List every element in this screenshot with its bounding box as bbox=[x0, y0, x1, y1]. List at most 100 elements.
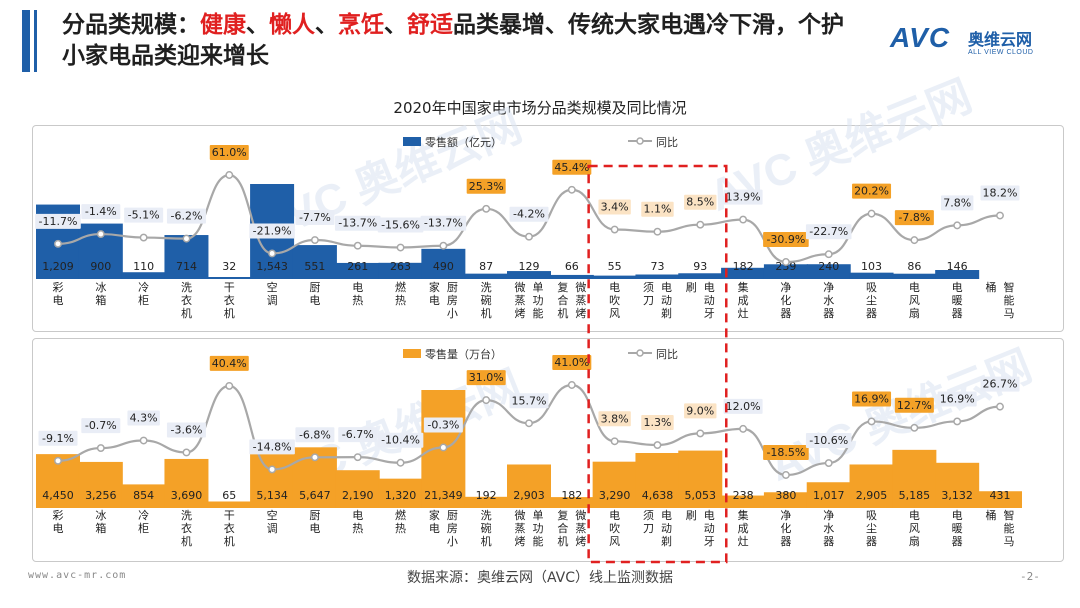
bar-value-label: 239 bbox=[775, 260, 796, 273]
category-tick-label: 暖 bbox=[952, 522, 963, 535]
category-tick-label: 彩 bbox=[53, 509, 64, 522]
category-tick-label: 厨 bbox=[309, 281, 320, 294]
yoy-value-label: 61.0% bbox=[212, 146, 247, 159]
chart-bar bbox=[978, 491, 1022, 508]
category-tick-label: 合 bbox=[557, 521, 568, 535]
bar-value-label: 65 bbox=[222, 489, 236, 502]
yoy-label-bg bbox=[763, 232, 809, 247]
category-tick-label: 吹 bbox=[609, 522, 620, 535]
category-tick-label: 暖 bbox=[952, 294, 963, 307]
yoy-value-label: -10.6% bbox=[809, 434, 848, 447]
category-tick-label: 合 bbox=[557, 293, 568, 307]
page-title: 分品类规模：健康、懒人、烹饪、舒适品类暴增、传统大家电遇冷下滑，个护小家电品类迎… bbox=[62, 12, 844, 69]
yoy-value-label: -6.8% bbox=[299, 428, 331, 441]
yoy-value-label: 26.7% bbox=[983, 378, 1018, 391]
category-tick-label: 机 bbox=[224, 534, 235, 548]
bar-value-label: 2,905 bbox=[856, 489, 888, 502]
bar-value-label: 1,320 bbox=[385, 489, 417, 502]
category-tick-label: 风 bbox=[609, 535, 620, 548]
yoy-value-label: -1.4% bbox=[85, 205, 117, 218]
category-tick-label: 动 bbox=[661, 294, 672, 307]
category-tick-label: 器 bbox=[823, 307, 834, 320]
yoy-point bbox=[996, 211, 1004, 220]
bar-value-label: 21,349 bbox=[424, 489, 463, 502]
yoy-value-label: -9.1% bbox=[42, 432, 74, 445]
legend-bar-swatch bbox=[403, 349, 421, 358]
yoy-value-label: 20.2% bbox=[854, 185, 889, 198]
category-tick-label: 剃 bbox=[661, 307, 672, 320]
bar-value-label: 103 bbox=[861, 260, 882, 273]
yoy-point bbox=[182, 234, 191, 243]
category-tick-label: 集 bbox=[738, 508, 749, 522]
yoy-label-bg bbox=[377, 217, 424, 233]
yoy-value-label: 3.4% bbox=[601, 201, 629, 214]
bar-value-label: 1,543 bbox=[256, 260, 288, 273]
category-tick-label: 须 bbox=[643, 281, 654, 294]
title-accent-bar bbox=[22, 10, 30, 72]
category-tick-label: 衣 bbox=[181, 521, 192, 535]
category-tick-label: 蒸 bbox=[515, 294, 526, 307]
category-tick-label: 单 bbox=[533, 509, 544, 522]
yoy-point bbox=[396, 243, 405, 252]
yoy-value-label: -18.5% bbox=[766, 446, 805, 459]
chart-bar bbox=[806, 264, 851, 279]
category-tick-label: 须 bbox=[643, 509, 654, 522]
category-tick-label: 燃 bbox=[395, 508, 406, 522]
yoy-point bbox=[696, 429, 705, 438]
yoy-label-bg bbox=[38, 430, 78, 446]
bar-value-label: 192 bbox=[476, 489, 497, 502]
category-tick-label: 箱 bbox=[95, 521, 106, 535]
bar-value-label: 182 bbox=[561, 489, 582, 502]
category-tick-label: 衣 bbox=[224, 521, 235, 535]
category-tick-label: 热 bbox=[395, 522, 406, 535]
yoy-point bbox=[54, 239, 62, 248]
yoy-label-bg bbox=[805, 433, 852, 449]
category-tick-label: 吸 bbox=[866, 281, 877, 294]
category-tick-label: 风 bbox=[909, 522, 920, 535]
chart-bar bbox=[592, 275, 637, 279]
yoy-label-bg bbox=[423, 417, 463, 433]
yoy-value-label: 25.3% bbox=[469, 180, 504, 193]
chart-bar bbox=[507, 464, 551, 508]
category-tick-label: 动 bbox=[661, 522, 672, 535]
bar-value-label: 900 bbox=[90, 260, 111, 273]
category-tick-label: 烤 bbox=[515, 306, 526, 320]
bar-value-label: 32 bbox=[222, 260, 236, 273]
yoy-label-bg bbox=[940, 195, 974, 211]
yoy-value-label: 45.4% bbox=[554, 161, 589, 174]
category-tick-label: 灶 bbox=[738, 535, 749, 548]
yoy-value-label: -0.7% bbox=[85, 419, 117, 432]
yoy-value-label: 15.7% bbox=[512, 394, 547, 407]
category-tick-label: 蒸 bbox=[575, 522, 586, 535]
yoy-value-label: -22.7% bbox=[809, 225, 848, 238]
yoy-label-bg bbox=[684, 194, 717, 210]
yoy-point bbox=[867, 417, 876, 426]
category-tick-label: 器 bbox=[866, 307, 877, 320]
category-tick-label: 单 bbox=[533, 281, 544, 294]
yoy-value-label: -14.8% bbox=[253, 440, 292, 453]
title-accent-bar-thin bbox=[34, 10, 37, 72]
bar-value-label: 240 bbox=[818, 260, 839, 273]
yoy-point bbox=[996, 402, 1004, 411]
category-tick-label: 电 bbox=[952, 281, 963, 294]
yoy-label-bg bbox=[377, 432, 424, 448]
category-tick-label: 冰 bbox=[95, 509, 106, 522]
category-tick-label: 调 bbox=[267, 522, 278, 535]
category-tick-label: 能 bbox=[1004, 293, 1015, 307]
yoy-value-label: -30.9% bbox=[766, 233, 805, 246]
yoy-value-label: -15.6% bbox=[381, 219, 420, 232]
bar-value-label: 238 bbox=[733, 489, 754, 502]
yoy-value-label: 1.3% bbox=[643, 416, 671, 429]
category-tick-label: 衣 bbox=[224, 293, 235, 307]
yoy-value-label: 9.0% bbox=[686, 404, 714, 417]
logo-cn-text: 奥维云网 bbox=[968, 30, 1033, 49]
yoy-point bbox=[525, 232, 533, 241]
chart-bar bbox=[378, 478, 423, 508]
category-tick-label: 桶 bbox=[986, 508, 997, 522]
bar-value-label: 5,053 bbox=[685, 489, 717, 502]
category-tick-label: 电 bbox=[309, 294, 320, 307]
yoy-label-bg bbox=[937, 391, 977, 407]
category-tick-label: 微 bbox=[515, 508, 526, 522]
yoy-value-label: -0.3% bbox=[427, 418, 459, 431]
category-tick-label: 厨 bbox=[447, 509, 458, 522]
